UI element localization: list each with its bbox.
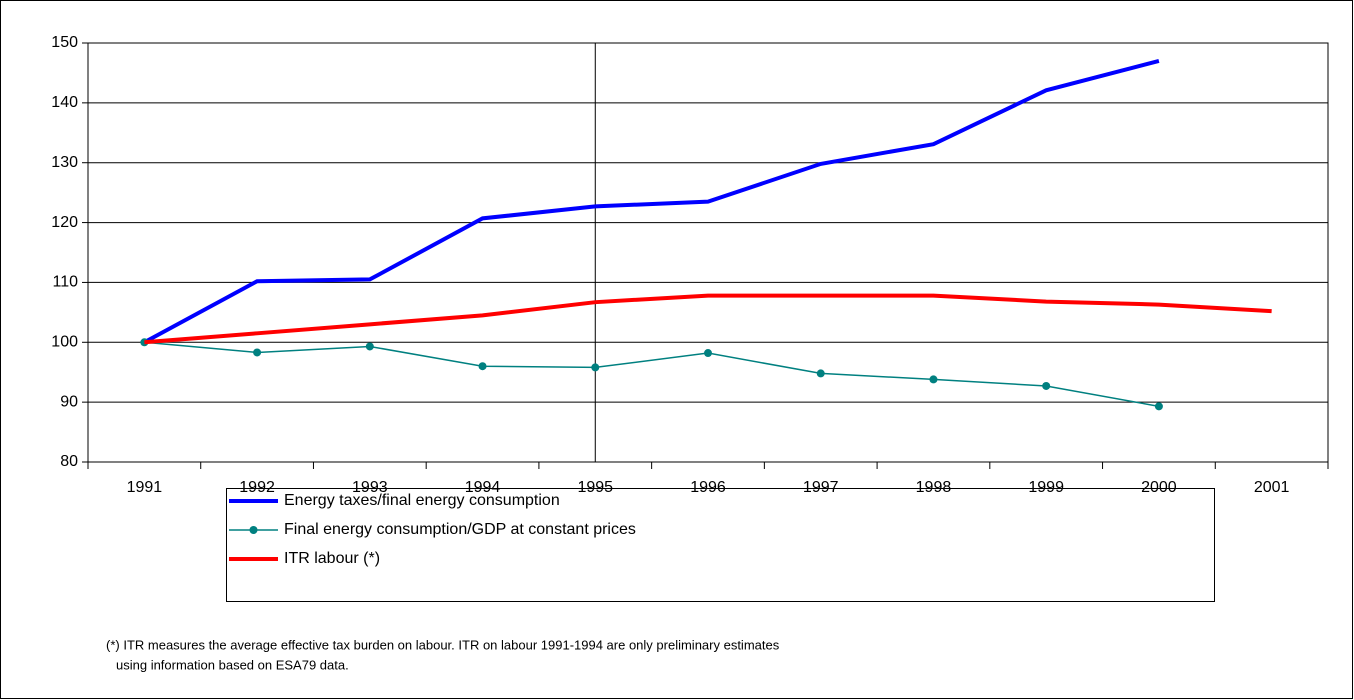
y-tick-label: 150 <box>51 34 78 51</box>
x-tick-label: 1994 <box>465 479 501 496</box>
legend-label: ITR labour (*) <box>284 550 380 567</box>
y-tick-label: 100 <box>51 334 78 351</box>
data-point <box>478 362 487 371</box>
data-point <box>816 369 825 378</box>
y-tick-label: 140 <box>51 94 78 111</box>
y-tick-label: 130 <box>51 154 78 171</box>
legend-label: Energy taxes/final energy consumption <box>284 492 560 509</box>
x-tick-label: 1999 <box>1028 479 1064 496</box>
x-tick-label: 1992 <box>239 479 275 496</box>
legend-marker <box>249 526 258 534</box>
x-tick-label: 1995 <box>577 479 613 496</box>
y-tick-label: 110 <box>52 274 78 291</box>
data-point <box>704 349 712 358</box>
x-tick-label: 1996 <box>690 479 726 496</box>
series-line <box>144 293 1272 345</box>
legend-box <box>226 488 1215 602</box>
data-point <box>365 342 374 351</box>
x-tick-label: 2000 <box>1141 479 1177 496</box>
x-tick-label: 1991 <box>127 479 163 496</box>
data-point <box>929 375 938 384</box>
data-point <box>1042 381 1051 390</box>
series-line <box>144 341 1160 408</box>
x-tick-label: 1997 <box>803 479 839 496</box>
y-tick-label: 90 <box>60 393 78 410</box>
data-point <box>591 363 600 372</box>
footnote: (*) ITR measures the average effective t… <box>106 637 780 652</box>
y-tick-label: 80 <box>60 453 78 470</box>
series-line <box>143 59 1160 345</box>
x-tick-label: 1998 <box>916 479 952 496</box>
legend-label: Final energy consumption/GDP at constant… <box>284 521 636 538</box>
data-point <box>1154 402 1163 411</box>
y-tick-label: 120 <box>51 214 78 231</box>
footnote: using information based on ESA79 data. <box>116 657 349 672</box>
x-tick-label: 1993 <box>352 479 388 496</box>
plot-border <box>87 42 1329 463</box>
x-tick-label: 2001 <box>1254 479 1290 496</box>
data-point <box>253 348 262 357</box>
